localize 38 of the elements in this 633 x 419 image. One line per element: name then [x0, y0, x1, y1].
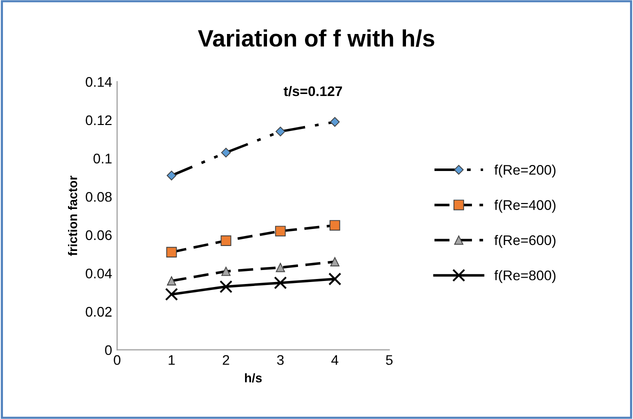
y-tick-label: 0.14	[86, 77, 112, 87]
point	[221, 148, 231, 158]
point	[328, 272, 342, 286]
legend-label: f(Re=600)	[494, 234, 556, 248]
point	[274, 276, 287, 290]
point	[166, 246, 177, 258]
annotation: t/s=0.127	[284, 86, 342, 96]
y-tick-label: 0.1	[93, 154, 112, 164]
point	[220, 280, 232, 294]
legend-label: f(Re=800)	[494, 270, 556, 284]
x-tick-label: 2	[222, 355, 230, 365]
x-tick-label: 1	[168, 355, 175, 365]
y-tick-label: 0.02	[86, 306, 112, 317]
y-tick-label: 0	[105, 345, 112, 356]
x-tick-label: 0	[114, 355, 120, 365]
point	[166, 170, 176, 180]
x-tick-label: 3	[277, 355, 284, 365]
point	[330, 117, 340, 127]
point	[330, 220, 340, 231]
x-tick-label: 5	[386, 355, 393, 365]
chart-title: Variation of f with h/s	[198, 29, 434, 47]
y-tick-label: 0.06	[86, 230, 112, 240]
point	[221, 266, 231, 276]
point	[220, 235, 232, 246]
y-axis-title: friction factor	[68, 176, 78, 256]
point	[165, 288, 178, 301]
point	[166, 276, 176, 286]
point	[275, 226, 286, 236]
point	[276, 262, 286, 272]
y-tick-label: 0.04	[86, 268, 112, 278]
y-tick-label: 0.12	[86, 115, 112, 126]
point	[276, 126, 286, 136]
y-tick-label: 0.08	[86, 192, 112, 202]
legend-label: f(Re=400)	[494, 200, 556, 213]
legend-label: f(Re=200)	[494, 164, 556, 178]
x-tick-label: 4	[331, 355, 338, 365]
x-axis-title: h/s	[245, 373, 262, 383]
point	[330, 257, 340, 266]
